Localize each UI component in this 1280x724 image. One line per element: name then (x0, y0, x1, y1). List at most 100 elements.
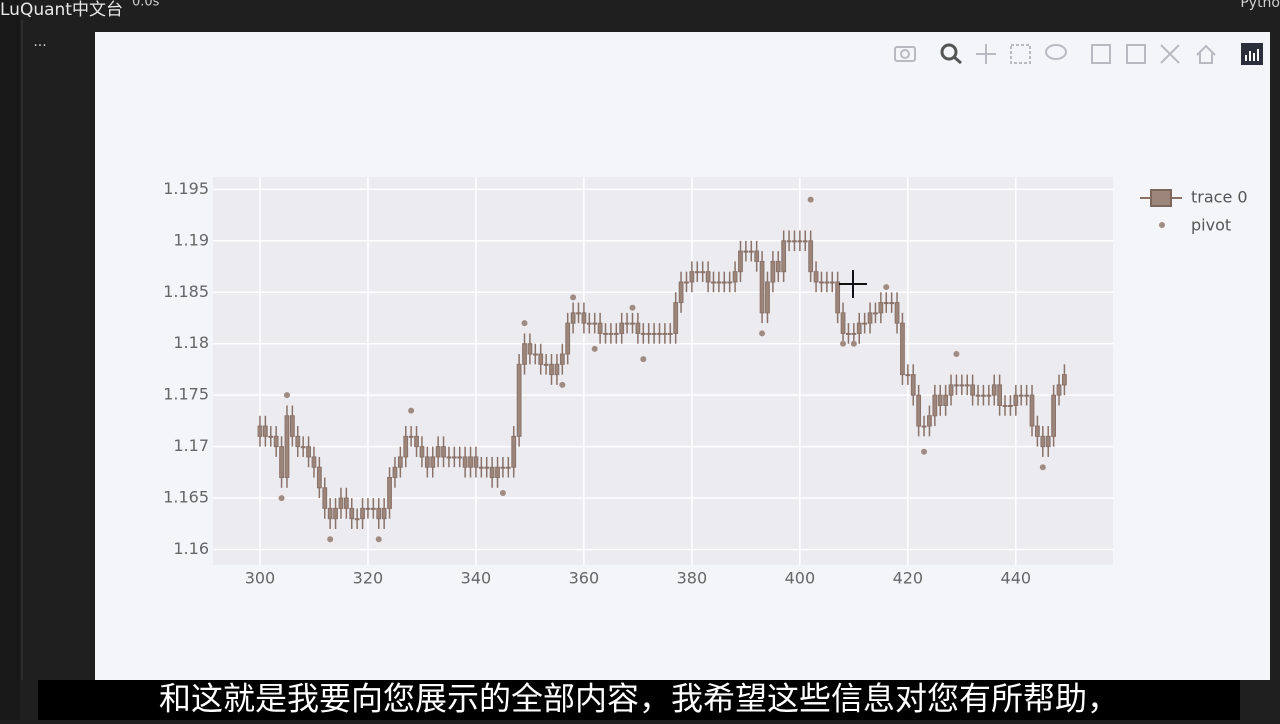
candle-body (824, 281, 830, 284)
legend-label[interactable]: pivot (1191, 216, 1231, 235)
pivot-point (283, 392, 290, 399)
candle-body (1029, 394, 1035, 427)
candle-body (306, 446, 311, 458)
kernel: Pytho (1240, 0, 1280, 11)
candle-body (673, 302, 679, 334)
pivot-point (921, 448, 928, 455)
candle-body (322, 487, 328, 509)
subtitle: 和这就是我要向您展示的全部内容，我希望这些信息对您有所帮助， (159, 680, 1119, 718)
candle-body (932, 394, 938, 417)
candle-body (630, 322, 635, 325)
modebar (894, 43, 1263, 65)
candle-body (316, 466, 322, 489)
cell-time: 0.0s (132, 0, 160, 10)
candle-body (954, 384, 959, 387)
candle-body (1013, 394, 1019, 406)
candle-body (937, 394, 943, 406)
y-tick-label: 1.165 (163, 488, 209, 507)
pivot-point (629, 304, 636, 311)
pivot-point (327, 536, 334, 543)
candle-body (624, 322, 630, 325)
candle-body (997, 384, 1003, 406)
candle-body (613, 332, 619, 335)
candle-body (743, 250, 749, 253)
pivot-point (278, 495, 285, 502)
candle-body (1040, 435, 1046, 448)
candle-body (883, 302, 889, 305)
candle-body (975, 394, 981, 397)
candle-body (765, 281, 770, 314)
candle-body (370, 507, 376, 510)
candle-body (721, 281, 727, 284)
candle-body (311, 456, 317, 468)
plotly-logo-bars (1245, 49, 1259, 61)
candle-body (360, 507, 365, 520)
candle-body (910, 374, 916, 396)
y-tick-label: 1.19 (173, 230, 209, 249)
pivot-point (640, 356, 647, 363)
pivot-point (953, 351, 960, 358)
candle-body (327, 507, 333, 520)
candle-body (738, 250, 743, 273)
candle-body (667, 332, 673, 335)
candle-body (1062, 374, 1067, 386)
plotly-logo[interactable] (1241, 43, 1263, 65)
candle-body (414, 435, 419, 448)
candle-body (387, 477, 392, 509)
candle-body (446, 456, 452, 459)
candle-body (570, 312, 576, 324)
candle-body (1056, 384, 1062, 396)
zoom-in-icon[interactable] (1091, 44, 1111, 64)
pivot-point (591, 345, 598, 352)
legend-candle (1150, 189, 1172, 207)
candle-body (748, 250, 754, 253)
candle-body (646, 332, 652, 335)
candle-body (775, 260, 781, 273)
candle-body (268, 435, 274, 438)
camera-lens (900, 49, 910, 59)
legend-label[interactable]: trace 0 (1191, 188, 1248, 207)
camera-icon[interactable] (894, 46, 916, 62)
pivot-point (840, 340, 847, 347)
candle-body (781, 240, 787, 273)
candle-body (894, 302, 900, 324)
candle-body (829, 281, 835, 284)
cell-menu[interactable]: ... (33, 34, 46, 50)
lasso-icon[interactable] (1045, 44, 1067, 60)
candle-body (711, 281, 716, 284)
candle-body (565, 322, 571, 355)
autoscale-icon[interactable] (1160, 44, 1180, 64)
candle-body (619, 322, 625, 334)
gutter (0, 0, 20, 720)
candle-body (333, 507, 338, 520)
candle-body (538, 353, 544, 365)
candle-body (1002, 404, 1008, 407)
candle-body (559, 353, 565, 365)
x-tick-label: 440 (1001, 569, 1032, 588)
reset-icon[interactable] (1196, 44, 1216, 64)
candle-body (484, 466, 490, 469)
x-tick-label: 300 (245, 569, 276, 588)
candle-body (948, 384, 954, 396)
candle-body (576, 312, 581, 315)
candle-body (678, 281, 684, 304)
pan-icon[interactable] (976, 44, 996, 64)
zoom-out-icon[interactable] (1126, 44, 1146, 64)
candle-body (797, 240, 803, 243)
candle-body (694, 271, 700, 274)
candle-body (635, 322, 641, 334)
x-tick-label: 340 (461, 569, 492, 588)
candle-body (916, 394, 922, 427)
y-tick-label: 1.18 (173, 333, 209, 352)
candle-body (473, 456, 479, 468)
candle-body (851, 332, 857, 335)
candle-body (457, 456, 463, 459)
candle-body (1035, 425, 1040, 437)
box-select-icon[interactable] (1010, 44, 1031, 64)
candle-body (867, 312, 873, 324)
zoom-icon[interactable] (940, 43, 958, 61)
candle-body (392, 466, 398, 479)
candle-body (970, 384, 976, 396)
candle-body (873, 312, 878, 315)
